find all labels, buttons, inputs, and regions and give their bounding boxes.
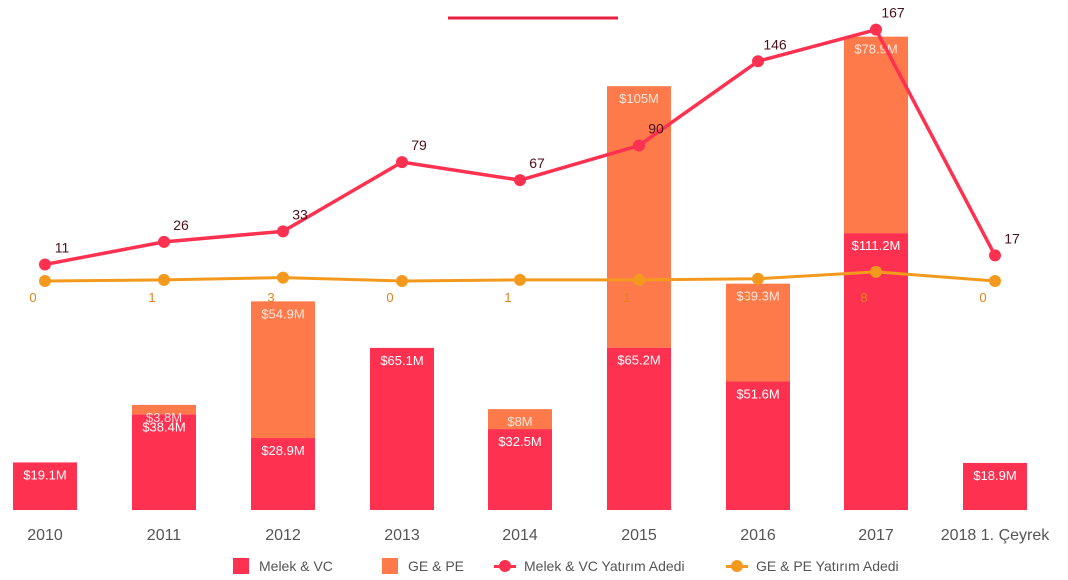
legend-swatch-ge-pe	[382, 558, 398, 574]
point-label-ge-pe-count-2011: 1	[148, 290, 155, 305]
point-label-melek-vc-count-2015: 90	[648, 121, 664, 137]
point-label-ge-pe-count-2015: 1	[623, 290, 630, 305]
bar-melek-vc-2014[interactable]	[488, 429, 552, 510]
bar-label-melek-vc-2012: $28.9M	[261, 443, 304, 458]
bar-label-melek-vc-2013: $65.1M	[380, 353, 423, 368]
point-ge-pe-count-2014[interactable]	[514, 273, 526, 286]
legend-swatch-melek-vc-count	[494, 558, 516, 574]
combo-chart: $19.1M $38.4M$3.8M $28.9M $54.9M $65.1M $32.5…	[13, 5, 1050, 544]
point-label-melek-vc-count-2018-1-eyrek: 17	[1004, 230, 1020, 246]
point-label-ge-pe-count-2018-1-eyrek: 0	[979, 290, 986, 305]
bar-melek-vc-2017[interactable]	[844, 233, 908, 510]
bar-label-ge-pe-2012: $54.9M	[261, 306, 304, 321]
point-melek-vc-count-2010[interactable]	[39, 258, 51, 271]
bar-ge-pe-2017[interactable]	[844, 36, 908, 234]
x-axis: 2010 2011 2012 2013 2014 2015 2016 2017 2018 1. …	[27, 527, 1050, 544]
point-label-ge-pe-count-2013: 0	[386, 290, 393, 305]
bars-layer: $19.1M $38.4M$3.8M $28.9M $54.9M $65.1M $32.5…	[13, 36, 1027, 510]
point-label-ge-pe-count-2016: 2	[742, 290, 749, 305]
legend-label-melek-vc-count: Melek & VC Yatırım Adedi	[524, 558, 685, 574]
point-ge-pe-count-2010[interactable]	[39, 275, 51, 287]
point-ge-pe-count-2013[interactable]	[396, 275, 408, 287]
point-melek-vc-count-2012[interactable]	[277, 225, 289, 238]
bar-melek-vc-2018-1-eyrek[interactable]	[963, 462, 1027, 510]
legend: Melek & VC GE & PE Melek & VC Yatırım Ad…	[0, 554, 1068, 578]
bar-label-ge-pe-2014: $8M	[507, 414, 532, 429]
bar-melek-vc-2012[interactable]	[251, 438, 315, 510]
bar-label-melek-vc-2018-1-eyrek: $18.9M	[973, 468, 1016, 483]
legend-swatch-ge-pe-count	[726, 558, 748, 574]
x-tick-label-2010: 2010	[27, 527, 63, 544]
legend-item-ge-pe-count[interactable]: GE & PE Yatırım Adedi	[726, 554, 899, 578]
point-label-melek-vc-count-2017: 167	[881, 5, 905, 21]
point-ge-pe-count-2012[interactable]	[277, 271, 289, 284]
point-melek-vc-count-2015[interactable]	[633, 139, 645, 152]
legend-item-melek-vc[interactable]: Melek & VC	[233, 554, 333, 578]
point-ge-pe-count-2016[interactable]	[752, 272, 764, 285]
point-label-ge-pe-count-2014: 1	[504, 290, 511, 305]
legend-label-melek-vc: Melek & VC	[259, 558, 333, 574]
bar-melek-vc-2010[interactable]	[13, 462, 77, 510]
bar-label-ge-pe-2017: $78.9M	[854, 42, 897, 57]
x-tick-label-2014: 2014	[502, 527, 538, 544]
point-label-ge-pe-count-2010: 0	[29, 290, 36, 305]
legend-item-melek-vc-count[interactable]: Melek & VC Yatırım Adedi	[494, 554, 685, 578]
point-label-melek-vc-count-2011: 26	[173, 217, 189, 233]
bar-melek-vc-2013[interactable]	[370, 347, 434, 510]
bar-label-melek-vc-2010: $19.1M	[23, 467, 66, 482]
x-tick-label-2015: 2015	[621, 527, 657, 544]
point-label-melek-vc-count-2010: 11	[55, 239, 70, 255]
x-tick-label-2017: 2017	[858, 527, 894, 544]
bar-ge-pe-2012[interactable]	[251, 301, 315, 439]
legend-swatch-melek-vc	[233, 558, 249, 574]
x-tick-label-2016: 2016	[740, 527, 776, 544]
x-tick-label-2013: 2013	[384, 527, 420, 544]
point-label-melek-vc-count-2014: 67	[529, 155, 545, 171]
bar-label-ge-pe-2011: $3.8M	[146, 410, 182, 425]
x-tick-label-2011: 2011	[147, 527, 182, 544]
point-ge-pe-count-2011[interactable]	[158, 273, 170, 286]
point-label-melek-vc-count-2013: 79	[411, 137, 427, 153]
legend-item-ge-pe[interactable]: GE & PE	[382, 554, 464, 578]
bar-ge-pe-2011[interactable]	[132, 404, 196, 415]
bar-label-melek-vc-2011: $38.4M	[142, 419, 185, 434]
point-melek-vc-count-2014[interactable]	[514, 174, 526, 187]
bar-ge-pe-2014[interactable]	[488, 409, 552, 430]
point-ge-pe-count-2015[interactable]	[633, 273, 645, 286]
bar-label-melek-vc-2014: $32.5M	[498, 434, 541, 449]
bar-melek-vc-2016[interactable]	[726, 381, 790, 510]
point-label-melek-vc-count-2012: 33	[292, 206, 308, 222]
bar-label-melek-vc-2017: $111.2M	[852, 238, 901, 253]
point-ge-pe-count-2017[interactable]	[870, 265, 882, 278]
point-melek-vc-count-2017[interactable]	[870, 23, 882, 36]
point-label-melek-vc-count-2016: 146	[763, 36, 787, 52]
point-ge-pe-count-2018-1-eyrek[interactable]	[989, 275, 1001, 287]
point-label-ge-pe-count-2017: 8	[860, 290, 867, 305]
x-tick-label-2012: 2012	[265, 527, 301, 544]
point-melek-vc-count-2016[interactable]	[752, 55, 764, 68]
bar-label-melek-vc-2016: $51.6M	[736, 387, 779, 402]
bar-label-melek-vc-2015: $65.2M	[617, 353, 660, 368]
legend-label-ge-pe-count: GE & PE Yatırım Adedi	[756, 558, 899, 574]
point-melek-vc-count-2013[interactable]	[396, 156, 408, 169]
bar-melek-vc-2011[interactable]	[132, 414, 196, 510]
bar-melek-vc-2015[interactable]	[607, 347, 671, 510]
bar-label-ge-pe-2016: $39.3M	[736, 289, 779, 304]
legend-label-ge-pe: GE & PE	[408, 558, 465, 574]
bar-label-ge-pe-2015: $105M	[619, 91, 659, 106]
x-tick-label-2018-1-eyrek: 2018 1. Çeyrek	[941, 527, 1051, 544]
point-melek-vc-count-2018-1-eyrek[interactable]	[989, 249, 1001, 262]
point-label-ge-pe-count-2012: 3	[267, 290, 274, 305]
bar-ge-pe-2016[interactable]	[726, 283, 790, 382]
point-melek-vc-count-2011[interactable]	[158, 235, 170, 248]
